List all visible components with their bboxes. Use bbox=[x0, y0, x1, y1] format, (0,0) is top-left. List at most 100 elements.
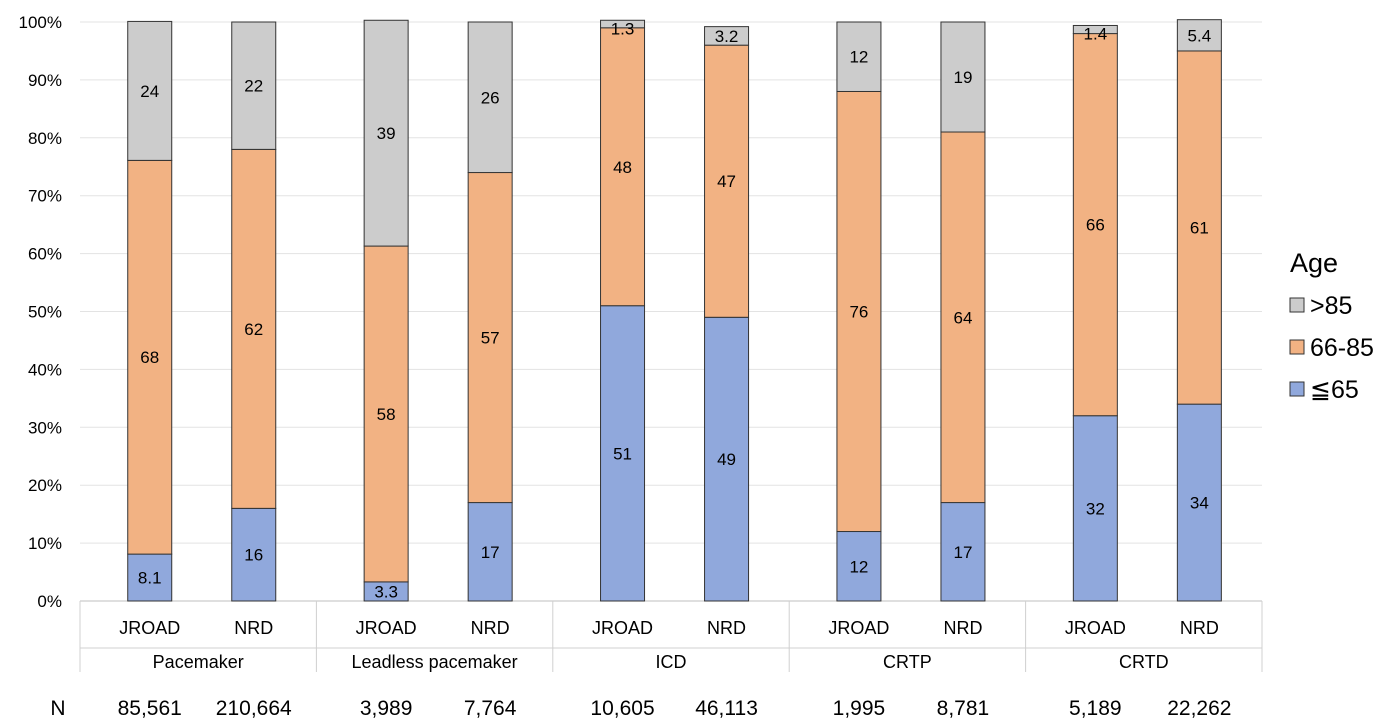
n-value: 8,781 bbox=[937, 697, 990, 718]
bar-segment bbox=[127, 20, 173, 161]
category-label: JROAD bbox=[119, 618, 180, 638]
category-label: JROAD bbox=[592, 618, 653, 638]
bar-value-label: 62 bbox=[244, 320, 263, 339]
y-tick-label: 100% bbox=[19, 13, 62, 32]
bar-value-label: 17 bbox=[953, 543, 972, 562]
bar-value-label: 34 bbox=[1190, 494, 1209, 513]
legend-swatch bbox=[1289, 339, 1305, 355]
category-label: JROAD bbox=[356, 618, 417, 638]
category-label: NRD bbox=[943, 618, 982, 638]
n-value: 5,189 bbox=[1069, 697, 1122, 718]
bar-segment bbox=[231, 148, 277, 509]
bar-value-label: 5.4 bbox=[1188, 26, 1212, 45]
bar-value-label: 3.3 bbox=[374, 582, 398, 601]
bar-segment bbox=[1072, 415, 1118, 602]
legend-swatch bbox=[1289, 381, 1305, 397]
bar-value-label: 49 bbox=[717, 450, 736, 469]
bar-value-label: 47 bbox=[717, 172, 736, 191]
bar-value-label: 12 bbox=[849, 48, 868, 67]
category-label: JROAD bbox=[828, 618, 889, 638]
bar-value-label: 64 bbox=[953, 308, 972, 327]
bar-value-label: 51 bbox=[613, 444, 632, 463]
n-value: 46,113 bbox=[695, 697, 758, 718]
bar-segment bbox=[363, 245, 409, 583]
bar-segment bbox=[1176, 403, 1222, 602]
bar-segment bbox=[1176, 19, 1222, 52]
category-label: NRD bbox=[234, 618, 273, 638]
bar-segment bbox=[704, 316, 750, 602]
bar-segment bbox=[940, 21, 986, 133]
bar-segment bbox=[836, 531, 882, 602]
bar-value-label: 1.3 bbox=[611, 19, 635, 38]
category-label: JROAD bbox=[1065, 618, 1126, 638]
legend-label: ≦65 bbox=[1310, 376, 1359, 404]
bar-value-label: 17 bbox=[481, 543, 500, 562]
bar-value-label: 39 bbox=[377, 124, 396, 143]
bar-segment bbox=[467, 21, 513, 174]
n-value: 85,561 bbox=[118, 697, 182, 718]
category-label: NRD bbox=[471, 618, 510, 638]
legend-label: >85 bbox=[1310, 292, 1352, 320]
bar-value-label: 24 bbox=[140, 82, 159, 101]
y-tick-label: 50% bbox=[28, 303, 62, 322]
y-tick-label: 30% bbox=[28, 418, 62, 437]
bar-segment bbox=[231, 21, 277, 150]
y-tick-label: 60% bbox=[28, 245, 62, 264]
bar-value-label: 57 bbox=[481, 329, 500, 348]
bar-value-label: 3.2 bbox=[715, 27, 739, 46]
bar-value-label: 32 bbox=[1086, 499, 1105, 518]
bar-segment bbox=[231, 507, 277, 602]
n-value: 7,764 bbox=[464, 697, 517, 718]
legend-swatch bbox=[1289, 297, 1305, 313]
bar-segment bbox=[836, 21, 882, 92]
bar-value-label: 22 bbox=[244, 77, 263, 96]
bar-value-label: 16 bbox=[244, 546, 263, 565]
y-tick-label: 0% bbox=[37, 592, 62, 611]
n-value: 210,664 bbox=[216, 697, 292, 718]
y-tick-label: 40% bbox=[28, 360, 62, 379]
y-tick-label: 20% bbox=[28, 476, 62, 495]
y-tick-label: 10% bbox=[28, 534, 62, 553]
bar-value-label: 8.1 bbox=[138, 569, 162, 588]
n-value: 10,605 bbox=[590, 697, 654, 718]
legend-label: 66-85 bbox=[1310, 334, 1374, 362]
bar-segment bbox=[600, 19, 646, 29]
bar-segment bbox=[1072, 33, 1118, 417]
bar-value-label: 76 bbox=[849, 303, 868, 322]
bar-value-label: 66 bbox=[1086, 216, 1105, 235]
group-label: Leadless pacemaker bbox=[352, 652, 518, 672]
bar-segment bbox=[467, 502, 513, 602]
legend-title: Age bbox=[1290, 248, 1338, 278]
bar-segment bbox=[1176, 50, 1222, 405]
bar-value-label: 58 bbox=[377, 405, 396, 424]
y-tick-label: 90% bbox=[28, 71, 62, 90]
bar-segment bbox=[836, 90, 882, 533]
bar-value-label: 12 bbox=[849, 557, 868, 576]
bar-value-label: 19 bbox=[953, 68, 972, 87]
n-value: 22,262 bbox=[1167, 697, 1231, 718]
group-label: Pacemaker bbox=[153, 652, 244, 672]
bar-value-label: 61 bbox=[1190, 219, 1209, 238]
n-row-label: N bbox=[50, 697, 65, 718]
y-tick-label: 80% bbox=[28, 129, 62, 148]
category-label: NRD bbox=[1180, 618, 1219, 638]
bar-value-label: 68 bbox=[140, 348, 159, 367]
n-value: 3,989 bbox=[360, 697, 413, 718]
bar-segment bbox=[467, 172, 513, 504]
bar-value-label: 26 bbox=[481, 88, 500, 107]
bar-value-label: 48 bbox=[613, 158, 632, 177]
bar-segment bbox=[1072, 24, 1118, 35]
y-tick-label: 70% bbox=[28, 187, 62, 206]
n-value: 1,995 bbox=[833, 697, 886, 718]
bar-segment bbox=[363, 19, 409, 247]
bar-segment bbox=[704, 44, 750, 318]
group-label: ICD bbox=[656, 652, 687, 672]
group-label: CRTD bbox=[1119, 652, 1169, 672]
group-label: CRTP bbox=[883, 652, 932, 672]
bar-value-label: 1.4 bbox=[1084, 24, 1108, 43]
bar-segment bbox=[704, 26, 750, 46]
bar-segment bbox=[940, 502, 986, 602]
bar-segment bbox=[940, 131, 986, 504]
